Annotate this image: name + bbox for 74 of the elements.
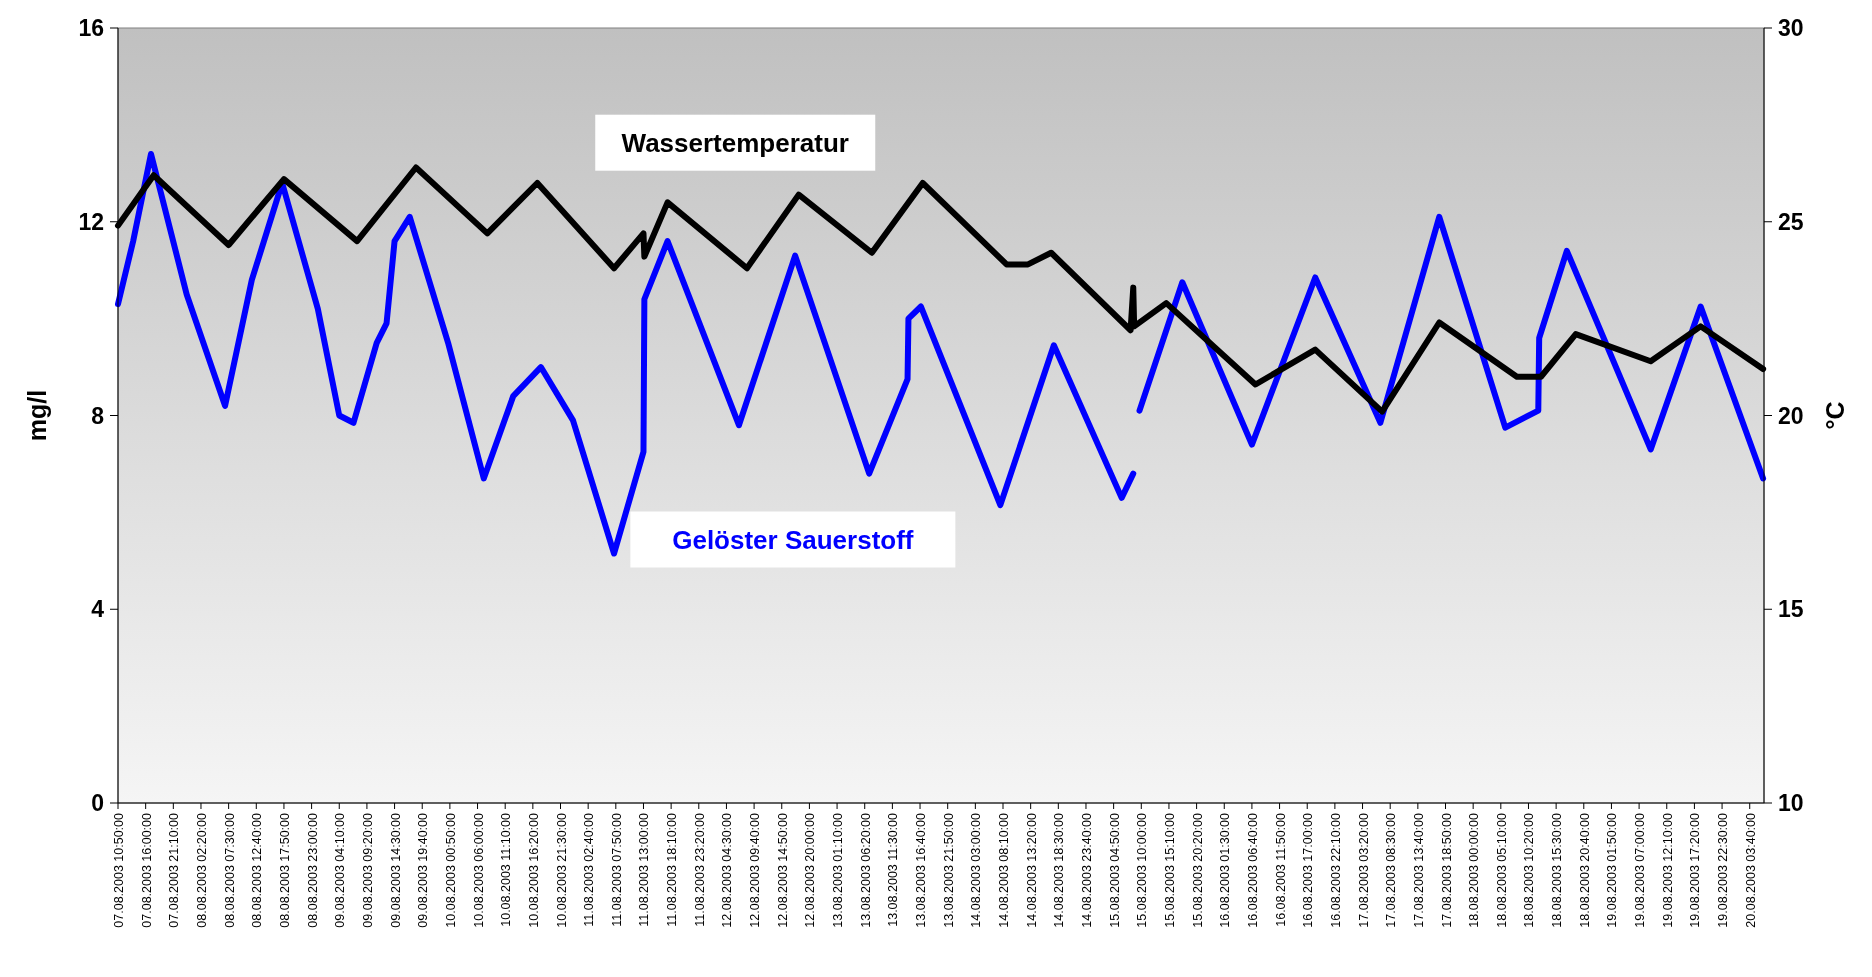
y2-tick-label: 20 <box>1778 402 1804 429</box>
x-tick-label: 18.08.2003 00:00:00 <box>1467 812 1482 928</box>
x-tick-label: 15.08.2003 15:10:00 <box>1162 812 1177 928</box>
series-label: Gelöster Sauerstoff <box>672 524 914 555</box>
x-tick-label: 19.08.2003 07:00:00 <box>1633 812 1648 928</box>
x-tick-label: 07.08.2003 21:10:00 <box>167 812 182 928</box>
x-tick-label: 14.08.2003 03:00:00 <box>969 812 984 928</box>
x-tick-label: 08.08.2003 02:20:00 <box>194 812 209 928</box>
x-tick-label: 17.08.2003 08:30:00 <box>1384 812 1399 928</box>
x-tick-label: 17.08.2003 18:50:00 <box>1439 812 1454 928</box>
x-tick-label: 07.08.2003 10:50:00 <box>112 812 126 928</box>
y-axis-title: mg/l <box>23 389 51 442</box>
x-tick-label: 08.08.2003 23:00:00 <box>305 812 320 928</box>
x-tick-label: 09.08.2003 14:30:00 <box>388 812 403 928</box>
x-tick-label: 17.08.2003 03:20:00 <box>1356 812 1371 928</box>
x-tick-label: 08.08.2003 17:50:00 <box>277 812 292 928</box>
x-tick-label: 13.08.2003 06:20:00 <box>858 812 873 928</box>
x-tick-label: 14.08.2003 08:10:00 <box>997 812 1011 928</box>
x-tick-label: 13.08.2003 16:40:00 <box>914 812 929 928</box>
x-tick-label: 13.08.2003 01:10:00 <box>831 812 846 928</box>
x-tick-label: 10.08.2003 06:00:00 <box>471 812 486 928</box>
x-tick-label: 11.08.2003 02:40:00 <box>582 812 597 927</box>
x-tick-label: 08.08.2003 12:40:00 <box>250 812 265 928</box>
x-tick-label: 10.08.2003 21:30:00 <box>554 812 569 928</box>
y2-tick-label: 10 <box>1778 790 1804 816</box>
y-tick-label: 8 <box>91 402 105 429</box>
x-tick-label: 10.08.2003 16:20:00 <box>526 812 541 928</box>
y-tick-label: 4 <box>91 596 105 623</box>
x-tick-label: 15.08.2003 10:00:00 <box>1135 812 1150 928</box>
x-tick-label: 11.08.2003 07:50:00 <box>609 812 624 927</box>
x-tick-label: 12.08.2003 09:40:00 <box>748 812 763 928</box>
x-tick-label: 11.08.2003 13:00:00 <box>637 812 652 927</box>
x-tick-label: 15.08.2003 20:20:00 <box>1190 812 1205 928</box>
x-tick-label: 14.08.2003 23:40:00 <box>1079 812 1094 928</box>
y-tick-label: 0 <box>91 790 104 816</box>
text: Wassertemperatur <box>621 127 849 158</box>
x-tick-label: 09.08.2003 19:40:00 <box>416 812 431 928</box>
x-tick-label: 09.08.2003 04:10:00 <box>333 812 348 928</box>
x-tick-label: 16.08.2003 22:10:00 <box>1328 812 1343 928</box>
x-tick-label: 16.08.2003 11:50:00 <box>1273 812 1288 927</box>
y-tick-label: 16 <box>78 15 104 41</box>
y2-tick-label: 30 <box>1778 15 1804 41</box>
x-tick-label: 18.08.2003 10:20:00 <box>1522 812 1537 928</box>
x-tick-label: 10.08.2003 11:10:00 <box>499 812 514 927</box>
x-tick-label: 19.08.2003 12:10:00 <box>1660 812 1675 928</box>
x-tick-label: 11.08.2003 18:10:00 <box>665 812 680 927</box>
x-tick-label: 15.08.2003 04:50:00 <box>1107 812 1122 928</box>
x-tick-label: 13.08.2003 21:50:00 <box>941 812 956 928</box>
x-tick-label: 19.08.2003 01:50:00 <box>1605 812 1620 928</box>
y2-tick-label: 25 <box>1778 208 1804 235</box>
x-tick-label: 12.08.2003 14:50:00 <box>775 812 790 928</box>
x-tick-label: 12.08.2003 20:00:00 <box>803 812 818 928</box>
x-tick-label: 19.08.2003 17:20:00 <box>1688 812 1703 928</box>
x-tick-label: 18.08.2003 05:10:00 <box>1494 812 1509 928</box>
x-tick-label: 09.08.2003 09:20:00 <box>360 812 375 928</box>
x-tick-label: 20.08.2003 03:40:00 <box>1743 812 1758 928</box>
x-tick-label: 11.08.2003 23:20:00 <box>692 812 707 927</box>
x-tick-label: 18.08.2003 20:40:00 <box>1577 812 1592 928</box>
y-tick-label: 12 <box>78 208 104 235</box>
x-tick-label: 08.08.2003 07:30:00 <box>222 812 237 928</box>
x-tick-label: 16.08.2003 01:30:00 <box>1218 812 1233 928</box>
x-tick-label: 10.08.2003 00:50:00 <box>443 812 458 928</box>
x-tick-label: 18.08.2003 15:30:00 <box>1550 812 1565 928</box>
y2-tick-label: 15 <box>1778 596 1804 623</box>
x-tick-label: 19.08.2003 22:30:00 <box>1716 812 1731 928</box>
x-tick-label: 17.08.2003 13:40:00 <box>1411 812 1426 928</box>
x-tick-label: 12.08.2003 04:30:00 <box>720 812 735 928</box>
y2-axis-title: °C <box>1821 401 1849 430</box>
x-tick-label: 13.08.2003 11:30:00 <box>886 812 901 927</box>
x-tick-label: 16.08.2003 17:00:00 <box>1301 812 1316 928</box>
x-tick-label: 07.08.2003 16:00:00 <box>139 812 154 928</box>
x-tick-label: 14.08.2003 13:20:00 <box>1024 812 1039 928</box>
x-tick-label: 16.08.2003 06:40:00 <box>1245 812 1260 928</box>
x-tick-label: 14.08.2003 18:30:00 <box>1052 812 1067 928</box>
